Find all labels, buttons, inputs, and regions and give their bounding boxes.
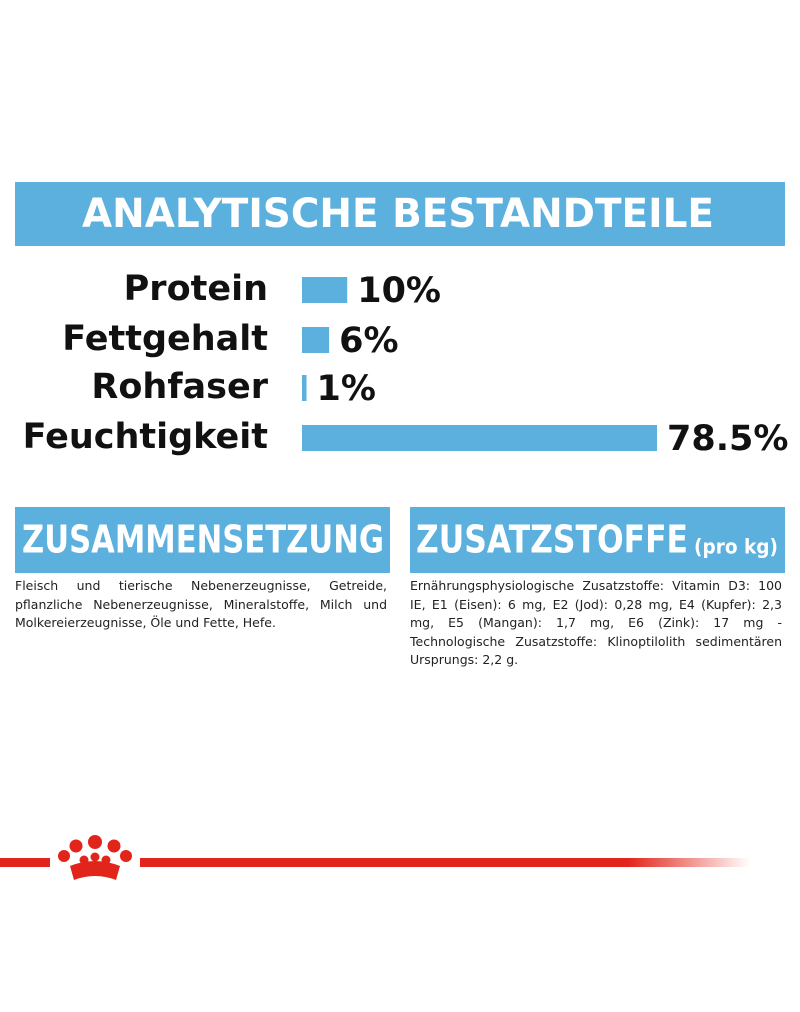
value-label: 1%	[317, 369, 376, 409]
value-label: 6%	[339, 321, 398, 361]
value-label: 10%	[357, 271, 441, 311]
chart-title: ANALYTISCHE BESTANDTEILE	[82, 191, 714, 237]
category-label: Rohfaser	[91, 367, 268, 407]
section-heading: ZUSATZSTOFFE	[416, 518, 688, 562]
brand-line	[0, 858, 50, 867]
category-label: Feuchtigkeit	[23, 417, 268, 457]
bar	[302, 425, 657, 451]
title-banner	[15, 182, 785, 246]
category-label: Fettgehalt	[62, 319, 268, 359]
bar	[302, 375, 307, 401]
section-banner	[410, 507, 785, 573]
bar	[302, 327, 330, 353]
section-text: Ernährungsphysiologische Zusatzstoffe: V…	[410, 578, 782, 667]
section-banner	[15, 507, 390, 573]
logo	[58, 835, 132, 880]
section-heading-note: (pro kg)	[694, 535, 778, 559]
value-label: 78.5%	[667, 419, 788, 459]
category-label: Protein	[124, 269, 268, 309]
brand-line	[140, 858, 750, 867]
section-heading: ZUSAMMENSETZUNG	[22, 518, 384, 562]
bar	[302, 277, 348, 303]
section-text: Fleisch und tierische Nebenerzeugnisse, …	[15, 578, 387, 630]
